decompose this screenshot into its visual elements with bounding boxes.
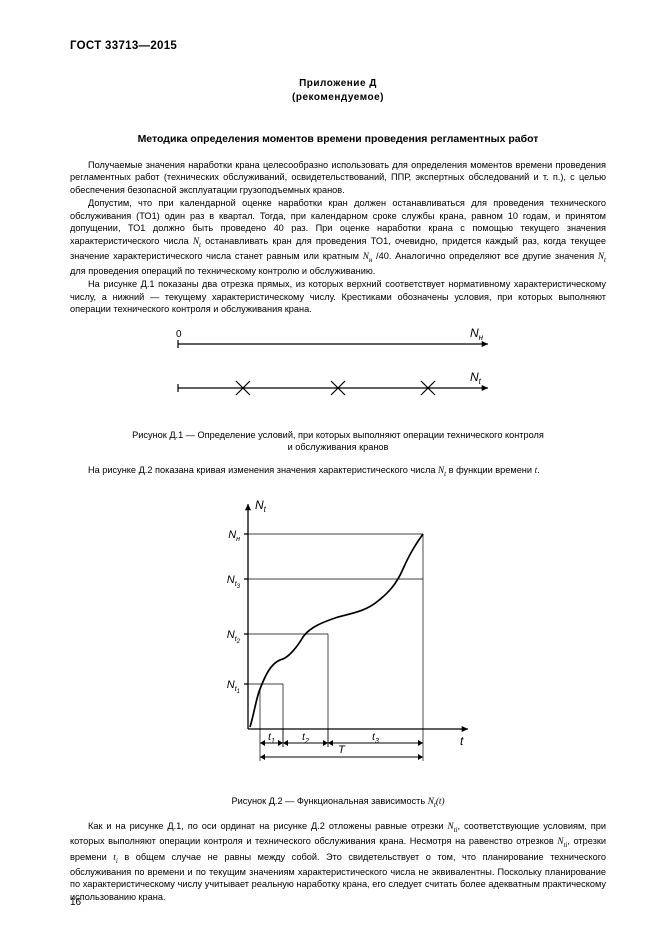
svg-text:Nt1: Nt1	[227, 679, 240, 695]
p4-a: Как и на рисунке Д.1, по оси ординат на …	[88, 821, 447, 831]
svg-text:Nt2: Nt2	[227, 629, 241, 645]
svg-text:Nt: Nt	[255, 498, 267, 514]
svg-text:Nt: Nt	[470, 370, 482, 386]
page-number: 16	[70, 897, 81, 908]
svg-text:Nн: Nн	[470, 326, 484, 342]
fig2-cap-a: Рисунок Д.2 — Функциональная зависимость	[232, 796, 428, 806]
fig1-cap-b: и обслуживания кранов	[288, 442, 389, 452]
appendix-line2: (рекомендуемое)	[292, 92, 384, 103]
figure-d1-svg: 0 Nн Nt	[148, 326, 528, 418]
figure-d2: NttNнNt3Nt2Nt1t1t2t3T	[70, 489, 606, 789]
p2-c: /40. Аналогично определяют все другие зн…	[372, 251, 598, 261]
inter-b: в функции времени	[446, 465, 535, 475]
figure-d1-caption: Рисунок Д.1 — Определение условий, при к…	[70, 429, 606, 454]
page-container: ГОСТ 33713—2015 Приложение Д (рекомендуе…	[0, 0, 661, 936]
appendix-header: Приложение Д (рекомендуемое)	[70, 77, 606, 105]
section-title: Методика определения моментов времени пр…	[70, 133, 606, 145]
appendix-line1: Приложение Д	[299, 78, 377, 89]
paragraph-4: Как и на рисунке Д.1, по оси ординат на …	[70, 820, 606, 903]
p4-d: в общем случае не равны между собой. Это…	[70, 852, 606, 902]
svg-text:0: 0	[176, 329, 182, 340]
figure-d2-svg: NttNнNt3Nt2Nt1t1t2t3T	[188, 489, 488, 784]
paragraph-1: Получаемые значения наработки крана целе…	[70, 159, 606, 196]
standard-id: ГОСТ 33713—2015	[70, 40, 606, 52]
p2-nt2-sub: t	[604, 256, 606, 264]
svg-text:Nt3: Nt3	[227, 574, 241, 590]
intermediate-text: На рисунке Д.2 показана кривая изменения…	[70, 464, 606, 479]
p2-d: для проведения операций по техническому …	[70, 266, 375, 276]
inter-c: .	[537, 465, 540, 475]
svg-text:Nн: Nн	[228, 529, 240, 543]
fig2-cap-b: (t)	[436, 796, 445, 806]
figure-d1: 0 Nн Nt	[70, 326, 606, 423]
fig1-cap-a: Рисунок Д.1 — Определение условий, при к…	[132, 430, 544, 440]
inter-a: На рисунке Д.2 показана кривая изменения…	[88, 465, 438, 475]
paragraph-3: На рисунке Д.1 показаны два отрезка прям…	[70, 278, 606, 315]
paragraph-2: Допустим, что при календарной оценке нар…	[70, 197, 606, 277]
figure-d2-caption: Рисунок Д.2 — Функциональная зависимость…	[70, 795, 606, 810]
svg-text:t: t	[460, 734, 464, 748]
svg-text:T: T	[338, 744, 346, 756]
